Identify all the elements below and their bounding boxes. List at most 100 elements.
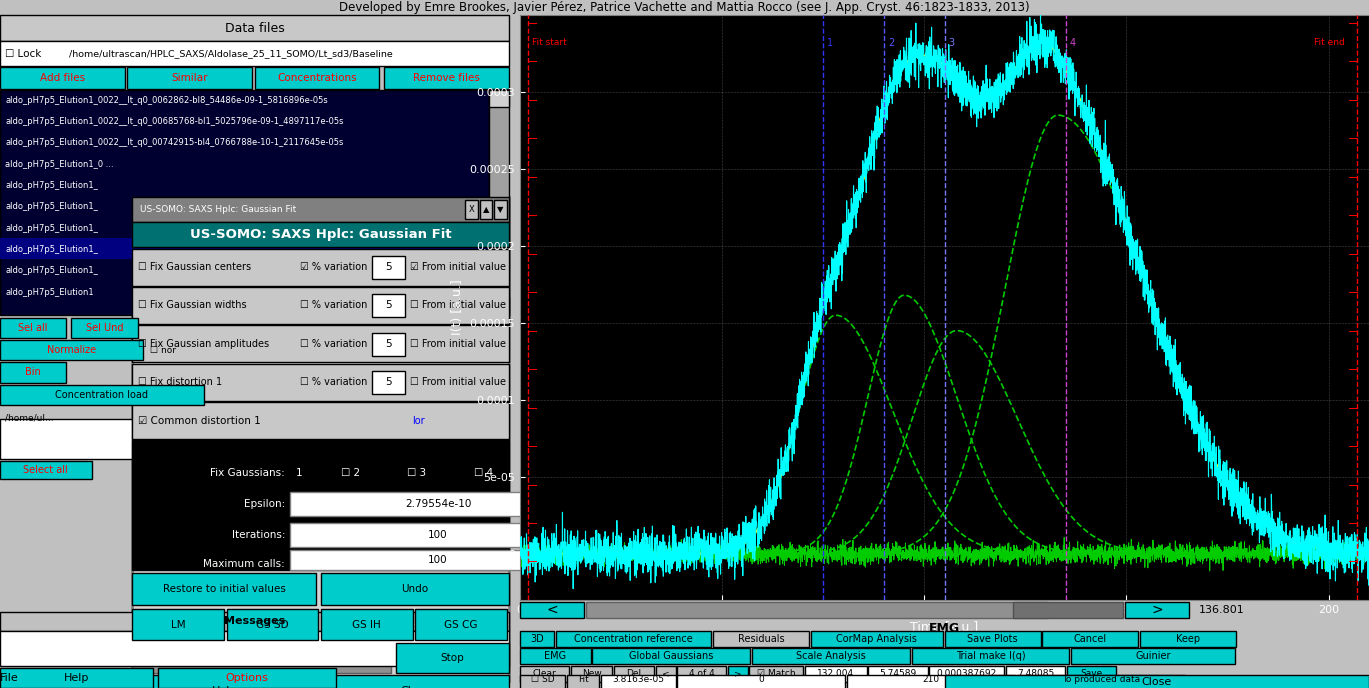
Text: ▲: ▲ bbox=[483, 205, 489, 214]
Text: GS SD: GS SD bbox=[256, 620, 289, 630]
Text: EMG: EMG bbox=[545, 652, 567, 661]
Text: >: > bbox=[734, 669, 742, 678]
Text: ☑ Common distortion 1: ☑ Common distortion 1 bbox=[137, 416, 260, 426]
Text: 136.801: 136.801 bbox=[1199, 605, 1244, 614]
Text: ☐ 3: ☐ 3 bbox=[408, 468, 427, 477]
Text: Undo: Undo bbox=[401, 584, 428, 594]
FancyBboxPatch shape bbox=[71, 318, 137, 338]
FancyBboxPatch shape bbox=[1125, 602, 1190, 618]
FancyBboxPatch shape bbox=[127, 67, 252, 89]
Text: <: < bbox=[663, 669, 669, 678]
FancyBboxPatch shape bbox=[0, 318, 66, 338]
FancyBboxPatch shape bbox=[520, 648, 590, 664]
Text: lor: lor bbox=[412, 416, 426, 426]
Text: GS CG: GS CG bbox=[444, 620, 478, 630]
FancyBboxPatch shape bbox=[133, 222, 509, 246]
Text: ☑ From initial value: ☑ From initial value bbox=[409, 262, 507, 272]
Text: Restore to initial values: Restore to initial values bbox=[163, 584, 286, 594]
Text: Fit start: Fit start bbox=[533, 39, 567, 47]
Y-axis label: I(t) [a.u.]: I(t) [a.u.] bbox=[450, 279, 464, 336]
FancyBboxPatch shape bbox=[930, 666, 1003, 682]
X-axis label: Time [a.u.]: Time [a.u.] bbox=[910, 621, 979, 634]
Text: Keep: Keep bbox=[1176, 634, 1199, 644]
FancyBboxPatch shape bbox=[810, 631, 943, 647]
Text: Scale Analysis: Scale Analysis bbox=[795, 652, 865, 661]
FancyBboxPatch shape bbox=[0, 612, 509, 631]
Text: Save Plots: Save Plots bbox=[968, 634, 1019, 644]
Text: aldo_pH7p5_Elution1_: aldo_pH7p5_Elution1_ bbox=[5, 181, 99, 190]
Text: EMG: EMG bbox=[930, 623, 960, 636]
Text: 210: 210 bbox=[923, 675, 939, 684]
Text: CorMap Analysis: CorMap Analysis bbox=[836, 634, 917, 644]
Text: Sel all: Sel all bbox=[18, 323, 48, 333]
Text: Select all: Select all bbox=[23, 465, 68, 475]
Text: LM: LM bbox=[171, 620, 186, 630]
Text: aldo_pH7p5_Elution1_0 ...: aldo_pH7p5_Elution1_0 ... bbox=[5, 160, 114, 169]
Text: 4 of 4: 4 of 4 bbox=[689, 669, 715, 678]
Text: Close: Close bbox=[400, 687, 430, 688]
FancyBboxPatch shape bbox=[713, 631, 809, 647]
Text: Cancel: Cancel bbox=[1073, 634, 1106, 644]
Text: 2: 2 bbox=[888, 39, 894, 48]
Text: File: File bbox=[0, 673, 19, 683]
Text: 7.48085: 7.48085 bbox=[1017, 669, 1054, 678]
Text: Maximum calls:: Maximum calls: bbox=[204, 559, 285, 568]
Text: Concentration reference: Concentration reference bbox=[574, 634, 693, 644]
Text: Bin: Bin bbox=[25, 367, 41, 378]
Text: ☐ Lock: ☐ Lock bbox=[5, 48, 41, 58]
FancyBboxPatch shape bbox=[593, 648, 750, 664]
Text: Concentration load: Concentration load bbox=[55, 389, 148, 400]
FancyBboxPatch shape bbox=[0, 460, 92, 480]
Text: X: X bbox=[470, 205, 475, 214]
FancyBboxPatch shape bbox=[601, 675, 675, 688]
FancyBboxPatch shape bbox=[489, 91, 509, 314]
FancyBboxPatch shape bbox=[520, 666, 570, 682]
FancyBboxPatch shape bbox=[613, 666, 654, 682]
FancyBboxPatch shape bbox=[0, 668, 153, 688]
FancyBboxPatch shape bbox=[1006, 666, 1065, 682]
Text: US-SOMO: SAXS Hplc: Gaussian Fit: US-SOMO: SAXS Hplc: Gaussian Fit bbox=[190, 228, 452, 241]
FancyBboxPatch shape bbox=[133, 610, 225, 641]
FancyBboxPatch shape bbox=[290, 523, 586, 548]
Text: /home/ultrascan/HPLC_SAXS/Aldolase_25_11_SOMO/Lt_sd3/Baseline: /home/ultrascan/HPLC_SAXS/Aldolase_25_11… bbox=[68, 49, 393, 58]
Text: Save: Save bbox=[1080, 669, 1102, 678]
Text: ☐ 2: ☐ 2 bbox=[341, 468, 360, 477]
FancyBboxPatch shape bbox=[912, 648, 1069, 664]
FancyBboxPatch shape bbox=[320, 573, 509, 605]
Text: Global Gaussians: Global Gaussians bbox=[630, 652, 713, 661]
Text: ☐ Fix distortion 1: ☐ Fix distortion 1 bbox=[137, 377, 222, 387]
Text: Similar: Similar bbox=[171, 73, 208, 83]
Text: 1: 1 bbox=[296, 468, 303, 477]
Text: Concentrations: Concentrations bbox=[277, 73, 357, 83]
Text: ☐ SD: ☐ SD bbox=[531, 675, 554, 684]
Text: 1: 1 bbox=[827, 39, 834, 48]
Text: ☐ Fix Gaussian widths: ☐ Fix Gaussian widths bbox=[137, 301, 246, 310]
FancyBboxPatch shape bbox=[678, 666, 727, 682]
Text: Normalize: Normalize bbox=[47, 345, 96, 355]
Text: 5: 5 bbox=[385, 301, 392, 310]
FancyBboxPatch shape bbox=[0, 632, 509, 667]
FancyBboxPatch shape bbox=[255, 67, 379, 89]
Text: 0: 0 bbox=[758, 675, 764, 684]
Text: 3D: 3D bbox=[530, 634, 543, 644]
FancyBboxPatch shape bbox=[805, 666, 867, 682]
Text: 5.74589: 5.74589 bbox=[879, 669, 917, 678]
Text: >: > bbox=[1151, 603, 1164, 616]
FancyBboxPatch shape bbox=[385, 67, 509, 89]
Text: ☐ % variation: ☐ % variation bbox=[300, 338, 368, 349]
FancyBboxPatch shape bbox=[1140, 631, 1236, 647]
FancyBboxPatch shape bbox=[133, 573, 316, 605]
FancyBboxPatch shape bbox=[556, 631, 712, 647]
FancyBboxPatch shape bbox=[372, 371, 405, 394]
Text: Trial make I(q): Trial make I(q) bbox=[956, 652, 1025, 661]
Text: ☐ % variation: ☐ % variation bbox=[300, 377, 368, 387]
FancyBboxPatch shape bbox=[157, 668, 337, 688]
FancyBboxPatch shape bbox=[133, 402, 509, 439]
Text: Clear: Clear bbox=[533, 669, 557, 678]
Text: GS IH: GS IH bbox=[352, 620, 381, 630]
Text: aldo_pH7p5_Elution1_: aldo_pH7p5_Elution1_ bbox=[5, 266, 99, 275]
FancyBboxPatch shape bbox=[0, 340, 142, 361]
FancyBboxPatch shape bbox=[520, 631, 554, 647]
FancyBboxPatch shape bbox=[489, 91, 509, 107]
Text: ☐ 4: ☐ 4 bbox=[474, 468, 493, 477]
